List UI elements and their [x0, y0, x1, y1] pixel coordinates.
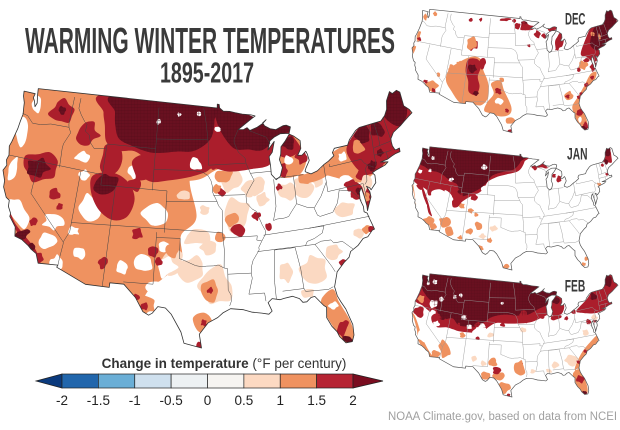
svg-text:JAN: JAN: [567, 145, 588, 164]
svg-text:0.5: 0.5: [234, 393, 253, 408]
svg-text:2: 2: [349, 393, 357, 408]
svg-text:-1.5: -1.5: [87, 393, 110, 408]
svg-text:NOAA Climate.gov, based on dat: NOAA Climate.gov, based on data from NCE…: [388, 411, 617, 423]
svg-text:-2: -2: [56, 393, 68, 408]
svg-text:-1: -1: [129, 393, 141, 408]
svg-text:1: 1: [276, 393, 284, 408]
svg-text:-0.5: -0.5: [159, 393, 182, 408]
svg-text:FEB: FEB: [565, 277, 586, 296]
svg-text:1.5: 1.5: [307, 393, 326, 408]
svg-text:Change in temperature (°F per: Change in temperature (°F per century): [102, 356, 347, 371]
svg-text:1895-2017: 1895-2017: [160, 58, 254, 90]
svg-text:0: 0: [204, 393, 212, 408]
svg-text:DEC: DEC: [565, 10, 586, 29]
svg-text:WARMING WINTER TEMPERATURES: WARMING WINTER TEMPERATURES: [25, 20, 395, 61]
